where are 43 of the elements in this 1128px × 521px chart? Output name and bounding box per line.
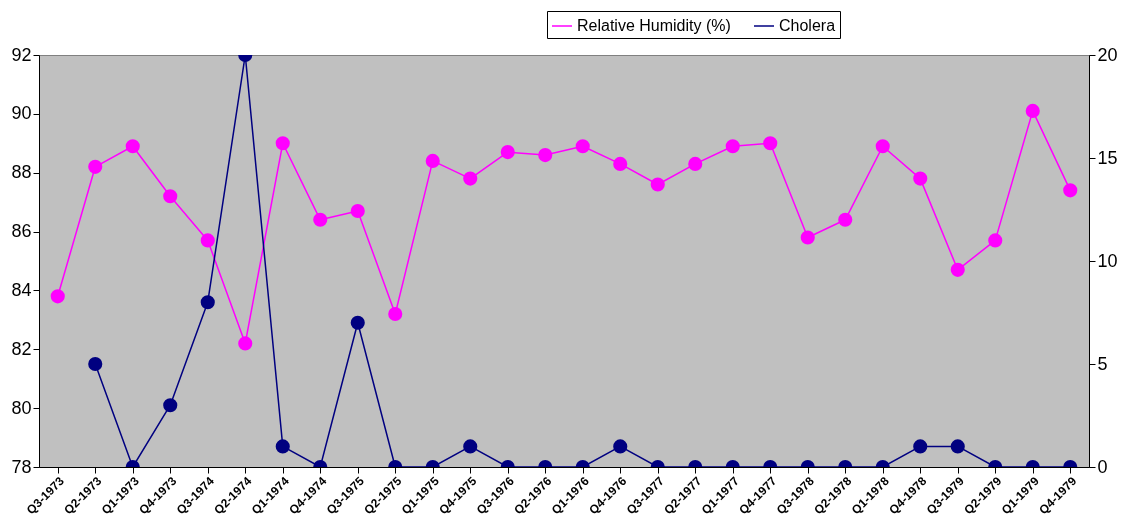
y-tick-label: 84: [11, 279, 32, 300]
y2-tick-label: 10: [1097, 250, 1118, 271]
legend-label: Relative Humidity (%): [577, 17, 731, 34]
point: [875, 139, 890, 154]
point: [388, 306, 403, 322]
point: [838, 212, 853, 227]
y-tick-label: 86: [11, 221, 32, 242]
point: [763, 136, 778, 151]
point: [200, 233, 215, 248]
point: [125, 139, 140, 154]
point: [163, 189, 178, 204]
point: [313, 212, 328, 227]
point: [275, 136, 290, 151]
y-tick-label: 82: [11, 338, 32, 359]
point: [725, 139, 740, 154]
point: [1063, 183, 1078, 198]
y-tick-label: 78: [11, 456, 32, 477]
point: [575, 139, 590, 154]
point: [913, 171, 928, 186]
point: [650, 177, 665, 192]
y2-tick-label: 5: [1097, 353, 1108, 374]
legend-label: Cholera: [779, 17, 836, 34]
point: [463, 171, 478, 186]
point: [50, 289, 65, 304]
point: [950, 262, 965, 277]
y-tick-label: 90: [11, 103, 32, 124]
y2-tick-label: 20: [1097, 44, 1118, 65]
point: [538, 148, 553, 163]
y-tick-label: 88: [11, 162, 32, 183]
point: [425, 153, 440, 168]
point: [500, 145, 515, 160]
y-tick-label: 92: [11, 44, 32, 65]
point: [613, 156, 628, 171]
y2-tick-label: 15: [1097, 147, 1118, 168]
y2-tick-label: 0: [1097, 456, 1108, 477]
point: [988, 233, 1003, 248]
point: [688, 156, 703, 171]
point: [1025, 103, 1040, 118]
point: [350, 203, 365, 219]
y-tick-label: 80: [11, 397, 32, 418]
point: [238, 336, 253, 351]
point: [800, 230, 815, 245]
point: [88, 159, 103, 174]
